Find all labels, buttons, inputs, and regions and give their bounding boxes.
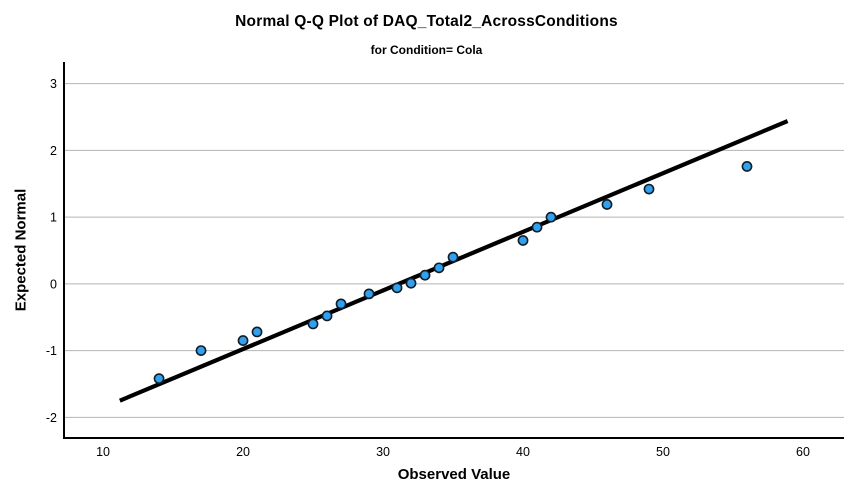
data-point [195, 345, 207, 356]
data-point [153, 373, 165, 385]
data-point [335, 298, 347, 310]
x-axis-title: Observed Value [397, 466, 511, 483]
data-point [517, 235, 529, 246]
data-point [405, 277, 417, 289]
data-point [447, 251, 459, 263]
data-point [391, 282, 403, 294]
data-point [601, 199, 613, 210]
y-tick-label: 0 [50, 277, 57, 291]
data-point [251, 326, 263, 338]
x-tick-label: 60 [796, 445, 810, 459]
data-point [307, 318, 319, 330]
y-tick-label: -2 [46, 411, 57, 425]
data-point [237, 335, 249, 346]
y-tick-label: 3 [50, 77, 57, 91]
chart-subtitle: for Condition= Cola [370, 43, 483, 57]
x-tick-label: 10 [96, 445, 110, 459]
chart-title: Normal Q-Q Plot of DAQ_Total2_AcrossCond… [235, 13, 618, 30]
y-tick-label: 1 [50, 211, 57, 225]
data-point [531, 221, 543, 233]
x-tick-label: 50 [656, 445, 670, 459]
data-point [321, 310, 333, 322]
y-tick-label: -1 [46, 344, 57, 358]
data-point [545, 211, 557, 223]
data-point [643, 183, 655, 195]
x-tick-label: 40 [516, 445, 530, 459]
y-tick-label: 2 [50, 144, 57, 158]
data-point [741, 161, 753, 172]
data-point [433, 262, 445, 274]
x-tick-label: 20 [236, 445, 250, 459]
x-tick-label: 30 [376, 445, 390, 459]
data-point [363, 288, 375, 300]
data-point [419, 269, 431, 281]
